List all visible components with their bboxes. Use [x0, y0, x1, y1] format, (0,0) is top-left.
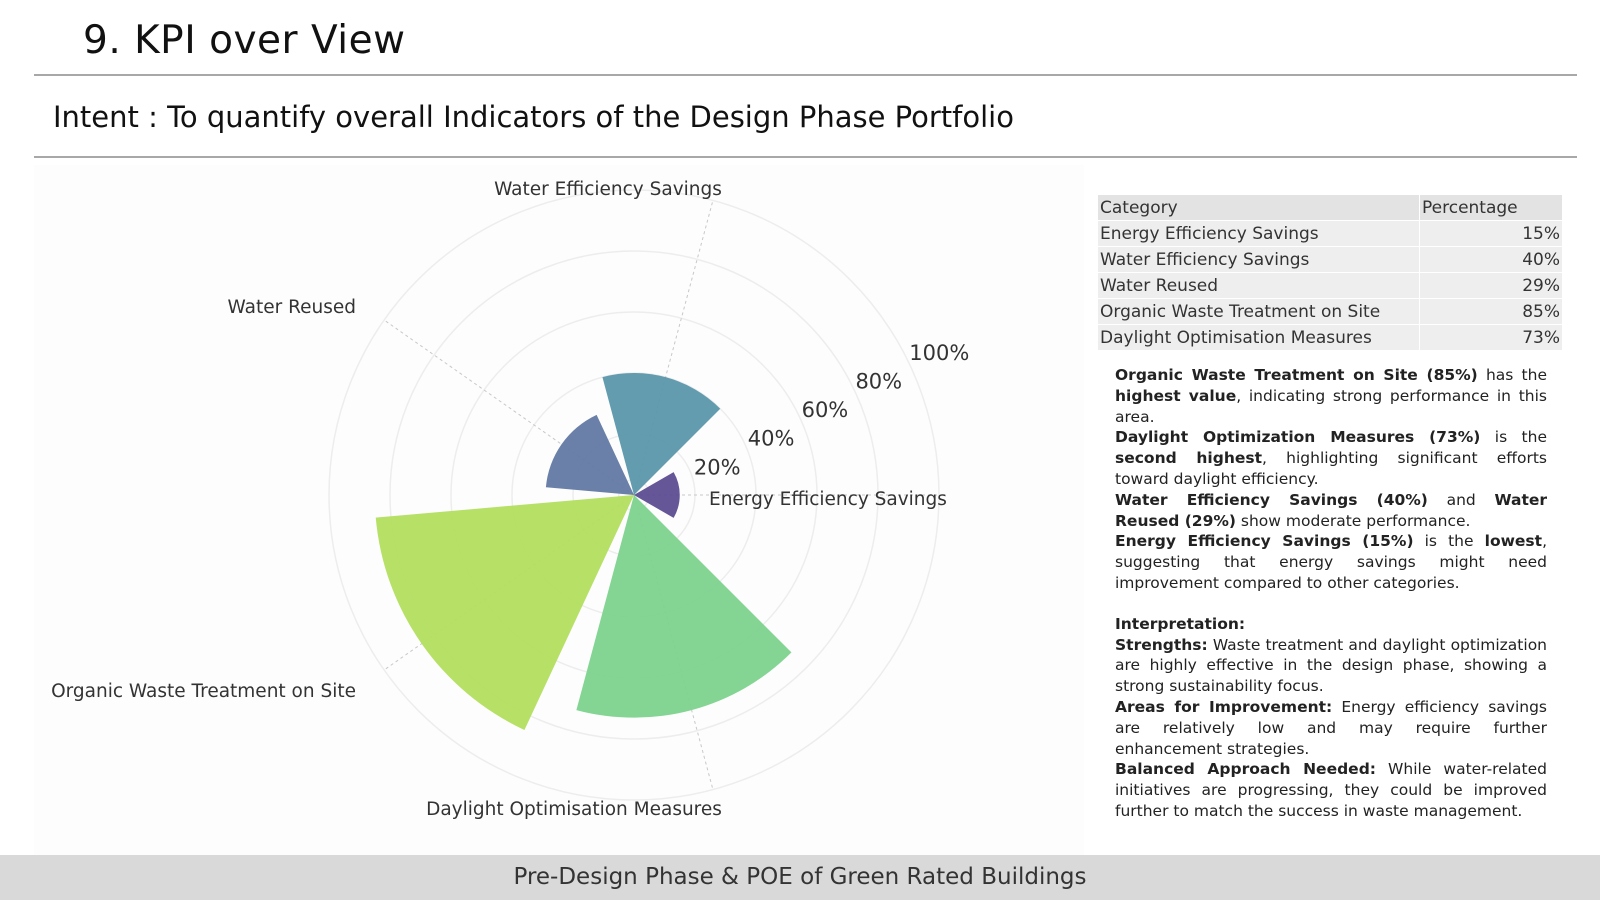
polar-bar	[602, 373, 721, 495]
note-emphasis: second highest	[1115, 449, 1263, 468]
subtitle-divider	[34, 156, 1577, 158]
interpretation-balanced: Balanced Approach Needed: While water-re…	[1115, 759, 1547, 821]
note-emphasis: highest value	[1115, 386, 1237, 405]
row-percentage: 29%	[1420, 273, 1562, 298]
category-label: Water Reused	[228, 297, 356, 318]
note-text: has the	[1477, 366, 1547, 384]
note-text: , suggesting that energy savings might n…	[1115, 532, 1547, 592]
row-category: Energy Efficiency Savings	[1098, 221, 1419, 246]
note-text: Energy efficiency savings are relatively…	[1115, 697, 1547, 758]
header-percentage: Percentage	[1420, 195, 1562, 220]
polar-bar	[576, 495, 792, 718]
note-emphasis: Organic Waste Treatment on Site (85%)	[1115, 366, 1478, 384]
note-text: , highlighting significant efforts towar…	[1115, 449, 1547, 488]
note-emphasis: lowest	[1484, 532, 1543, 551]
row-category: Organic Waste Treatment on Site	[1098, 299, 1419, 324]
heading-text: Interpretation:	[1115, 614, 1246, 633]
note-text: Waste treatment and daylight optimizatio…	[1115, 635, 1547, 696]
row-category: Water Reused	[1098, 273, 1419, 298]
note-text: , indicating strong performance in this …	[1115, 386, 1547, 426]
polar-bar	[545, 414, 634, 495]
row-percentage: 15%	[1420, 221, 1562, 246]
row-percentage: 73%	[1420, 325, 1562, 350]
category-label: Daylight Optimisation Measures	[426, 799, 722, 820]
table-row: Organic Waste Treatment on Site 85%	[1098, 299, 1562, 324]
note-emphasis: Balanced Approach Needed:	[1115, 760, 1376, 779]
note-emphasis: Water Efficiency Savings (40%)	[1115, 490, 1428, 509]
slide-title: 9. KPI over View	[83, 18, 406, 63]
kpi-polar-chart: 20% 40% 60% 80% 100% Energy Efficiency Saving…	[34, 165, 1084, 855]
note-emphasis: Water Reused (29%)	[1115, 490, 1548, 530]
table-row: Energy Efficiency Savings 15%	[1098, 221, 1562, 246]
note-second: Daylight Optimization Measures (73%) is …	[1115, 427, 1547, 489]
radial-tick-label: 20%	[694, 455, 741, 479]
table-row: Daylight Optimisation Measures 73%	[1098, 325, 1562, 350]
table-row: Water Efficiency Savings 40%	[1098, 247, 1562, 272]
header-category: Category	[1098, 195, 1419, 220]
radial-tick-label: 100%	[909, 341, 969, 365]
row-percentage: 40%	[1420, 247, 1562, 272]
grid-ring	[389, 250, 879, 740]
note-text: is the	[1480, 428, 1547, 447]
notes-spacer	[1115, 594, 1547, 614]
radial-tick-label: 80%	[855, 369, 902, 393]
interpretation-improvement: Areas for Improvement: Energy efficiency…	[1115, 697, 1547, 759]
note-text: show moderate performance.	[1235, 511, 1471, 530]
table-header-row: Category Percentage	[1098, 195, 1562, 220]
category-label: Organic Waste Treatment on Site	[51, 681, 356, 702]
analysis-notes: Organic Waste Treatment on Site (85%) ha…	[1115, 365, 1547, 822]
note-highest: Organic Waste Treatment on Site (85%) ha…	[1115, 365, 1547, 427]
title-divider	[34, 74, 1577, 76]
polar-bar	[634, 472, 680, 518]
polar-chart-svg: 20% 40% 60%80% 100% Energy Efficiency Saving…	[34, 165, 1084, 855]
polar-bar	[375, 495, 634, 730]
note-moderate: Water Efficiency Savings (40%) and Water…	[1115, 490, 1547, 532]
radial-tick-label: 60%	[802, 398, 849, 422]
row-category: Daylight Optimisation Measures	[1098, 325, 1419, 350]
table-row: Water Reused 29%	[1098, 273, 1562, 298]
note-text: is the	[1413, 532, 1485, 551]
interpretation-strengths: Strengths: Waste treatment and daylight …	[1115, 635, 1547, 697]
category-label: Energy Efficiency Savings	[709, 489, 947, 510]
radial-tick-label: 40%	[748, 427, 795, 451]
slide-subtitle: Intent : To quantify overall Indicators …	[53, 100, 1014, 134]
row-category: Water Efficiency Savings	[1098, 247, 1419, 272]
note-emphasis: Strengths:	[1115, 635, 1208, 654]
note-emphasis: Daylight Optimization Measures (73%)	[1115, 428, 1481, 447]
row-percentage: 85%	[1420, 299, 1562, 324]
grid-ring	[328, 189, 940, 801]
note-text: While water-related initiatives are prog…	[1115, 760, 1547, 820]
note-emphasis: Energy Efficiency Savings (15%)	[1115, 532, 1414, 551]
footer-bar: Pre-Design Phase & POE of Green Rated Bu…	[0, 855, 1600, 900]
note-text: and	[1427, 490, 1495, 509]
note-emphasis: Areas for Improvement:	[1115, 697, 1333, 716]
note-lowest: Energy Efficiency Savings (15%) is the l…	[1115, 531, 1547, 593]
interpretation-heading: Interpretation:	[1115, 614, 1547, 635]
footer-text: Pre-Design Phase & POE of Green Rated Bu…	[513, 864, 1087, 890]
kpi-table: Category Percentage Energy Efficiency Sa…	[1097, 194, 1563, 351]
category-label: Water Efficiency Savings	[494, 179, 722, 200]
